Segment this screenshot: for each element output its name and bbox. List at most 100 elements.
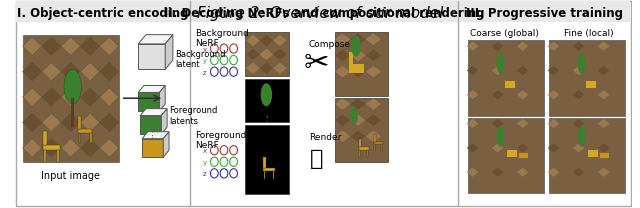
Bar [335,98,388,162]
Polygon shape [548,66,559,75]
Text: Background
NeRF: Background NeRF [195,29,249,48]
Polygon shape [467,143,479,152]
Polygon shape [100,62,119,81]
Polygon shape [365,98,381,110]
Polygon shape [548,42,559,51]
Polygon shape [467,42,479,51]
Bar [57,150,59,162]
Polygon shape [517,168,529,177]
Polygon shape [42,88,61,106]
Polygon shape [42,62,61,81]
Bar [142,139,163,157]
Circle shape [230,67,237,76]
Polygon shape [548,143,559,152]
Polygon shape [365,33,381,45]
Polygon shape [467,119,479,128]
Circle shape [230,157,237,166]
Polygon shape [22,37,42,56]
Polygon shape [81,139,100,157]
Ellipse shape [351,36,361,57]
Bar [349,64,364,73]
Polygon shape [335,114,350,126]
Polygon shape [100,37,119,56]
Circle shape [211,56,218,65]
Polygon shape [163,132,169,157]
Polygon shape [365,66,381,77]
Polygon shape [492,119,504,128]
Text: Foreground
NeRF: Foreground NeRF [195,131,246,150]
Text: z: z [203,70,207,76]
Text: z: z [203,171,207,177]
Polygon shape [365,114,381,126]
Polygon shape [335,98,350,110]
Bar [548,40,625,116]
Bar [44,150,45,162]
Text: Fine (local): Fine (local) [564,29,614,38]
Bar [600,152,609,158]
Bar [468,118,544,193]
Ellipse shape [64,69,81,104]
Bar [367,150,368,157]
Polygon shape [598,42,609,51]
Polygon shape [138,85,165,92]
Polygon shape [100,88,119,106]
Polygon shape [335,66,350,77]
Bar [264,171,265,179]
Bar [16,1,190,22]
Bar [374,142,383,144]
Polygon shape [161,109,167,134]
Polygon shape [246,48,260,60]
Ellipse shape [497,126,504,147]
Circle shape [220,67,228,76]
Bar [374,144,375,151]
Polygon shape [61,113,81,132]
Polygon shape [142,132,169,139]
Polygon shape [365,131,381,142]
Bar [44,131,47,145]
Text: Figure 2: Overview of our model: Figure 2: Overview of our model [197,6,443,21]
Polygon shape [350,131,365,142]
Text: II. Decoding NeRFs and compositional rendering: II. Decoding NeRFs and compositional ren… [164,7,484,20]
Polygon shape [61,37,81,56]
Circle shape [211,146,218,155]
Bar [245,125,289,194]
Bar [90,133,92,143]
Polygon shape [548,90,559,99]
Bar [22,35,119,162]
Text: ✂: ✂ [304,49,329,78]
Bar [506,81,515,88]
Text: Background
latent: Background latent [175,50,225,69]
Polygon shape [81,88,100,106]
Polygon shape [22,139,42,157]
Text: I. Object-centric encoding: I. Object-centric encoding [17,7,189,20]
Polygon shape [42,113,61,132]
Polygon shape [573,66,584,75]
Bar [335,32,388,96]
Text: y: y [202,58,207,64]
Polygon shape [100,113,119,132]
Polygon shape [335,131,350,142]
Text: x: x [202,47,207,53]
Ellipse shape [260,83,272,106]
Bar [381,144,382,151]
Bar [519,152,527,158]
Polygon shape [517,143,529,152]
Polygon shape [61,62,81,81]
Text: :: : [264,112,269,126]
Bar [79,133,80,143]
Polygon shape [467,90,479,99]
Polygon shape [598,66,609,75]
Bar [78,116,81,129]
Circle shape [230,169,237,178]
Polygon shape [350,33,365,45]
Bar [264,157,266,168]
Bar [190,1,458,22]
Ellipse shape [578,126,586,147]
Polygon shape [350,50,365,61]
Polygon shape [81,62,100,81]
Polygon shape [598,119,609,128]
Circle shape [220,146,228,155]
Polygon shape [159,85,165,111]
Polygon shape [573,143,584,152]
Polygon shape [335,50,350,61]
